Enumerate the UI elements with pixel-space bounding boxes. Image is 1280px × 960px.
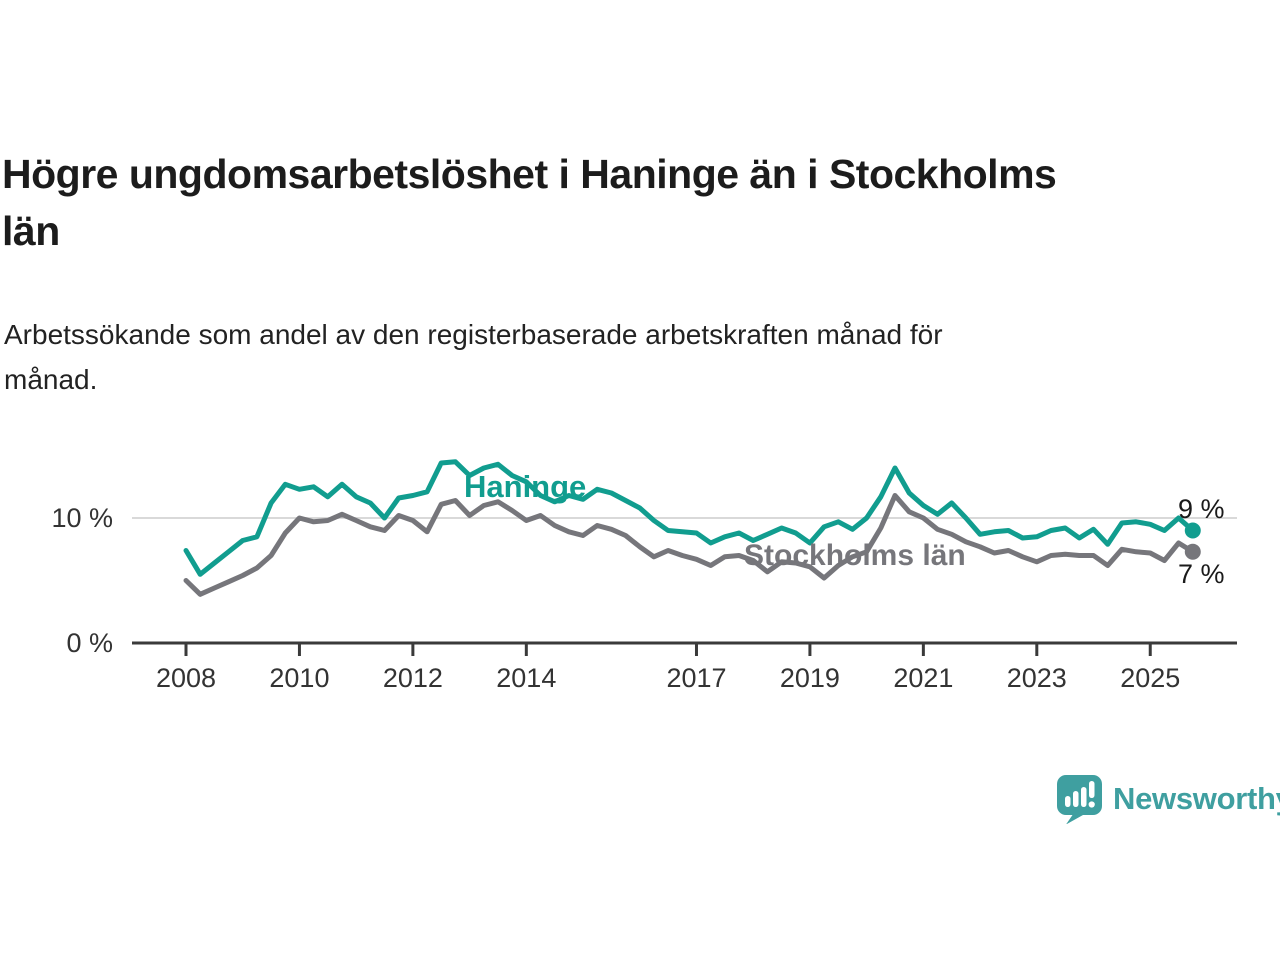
- page-title: Högre ungdomsarbetslöshet i Haninge än i…: [2, 146, 1247, 260]
- y-tick-label-10: 10 %: [51, 503, 113, 533]
- stockholm-end-value-label: 7 %: [1178, 559, 1225, 589]
- subtitle-line-1: Arbetssökande som andel av den registerb…: [4, 319, 943, 350]
- x-tick-label-2023: 2023: [1007, 663, 1067, 693]
- stockholms-l-n-line: [183, 493, 1196, 597]
- x-tick-label-2010: 2010: [269, 663, 329, 693]
- title-line-1: Högre ungdomsarbetslöshet i Haninge än i…: [2, 151, 1057, 197]
- haninge-line: [183, 459, 1196, 577]
- haninge-series-label: Haninge: [464, 469, 587, 504]
- y-tick-label-0: 0 %: [66, 628, 113, 658]
- newsworthy-logo-icon: [1056, 774, 1103, 825]
- x-tick-label-2021: 2021: [893, 663, 953, 693]
- subtitle-line-2: månad.: [4, 364, 98, 395]
- haninge-end-value-label: 9 %: [1178, 494, 1225, 524]
- x-tick-label-2012: 2012: [383, 663, 443, 693]
- newsworthy-brand-text: Newsworthy: [1113, 781, 1280, 816]
- haninge-end-dot: [1184, 522, 1201, 539]
- chart-subtitle: Arbetssökande som andel av den registerb…: [4, 312, 1204, 402]
- stockholms-l-n-end-dot: [1184, 543, 1201, 560]
- title-line-2: län: [2, 208, 60, 254]
- x-tick-label-2025: 2025: [1120, 663, 1180, 693]
- x-tick-label-2019: 2019: [780, 663, 840, 693]
- x-tick-label-2014: 2014: [496, 663, 556, 693]
- x-tick-label-2008: 2008: [156, 663, 216, 693]
- newsworthy-brand: Newsworthy: [1056, 774, 1280, 825]
- stockholm-series-label: Stockholms län: [744, 539, 966, 572]
- x-tick-label-2017: 2017: [666, 663, 726, 693]
